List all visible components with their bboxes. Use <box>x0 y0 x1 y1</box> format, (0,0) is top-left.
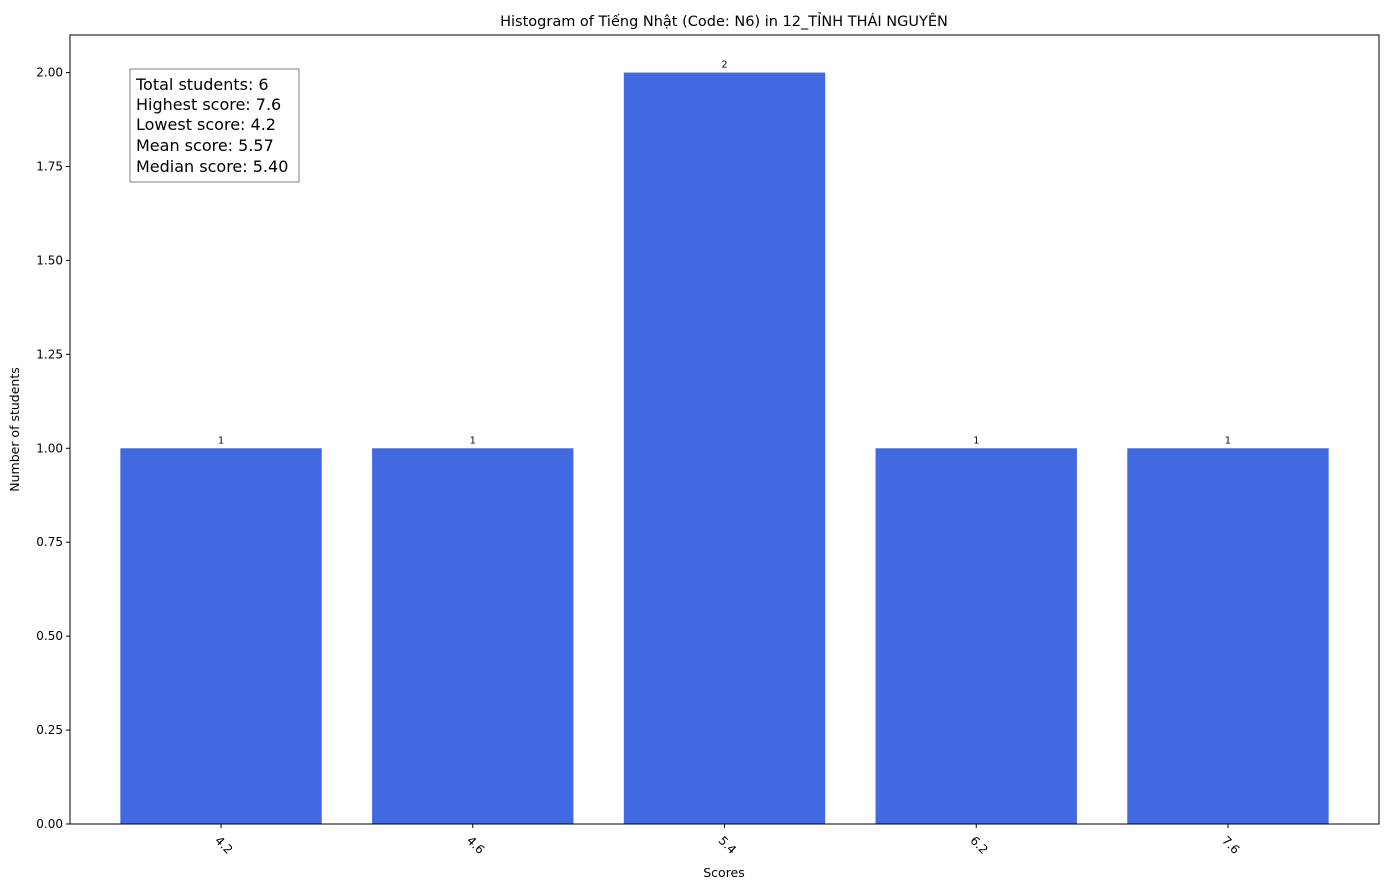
bar-7.6 <box>1127 448 1329 824</box>
bar-value-label-4.2: 1 <box>218 435 224 446</box>
stats-box: Total students: 6 Highest score: 7.6 Low… <box>129 68 300 183</box>
bar-5.4 <box>623 72 826 824</box>
bar-value-label-4.6: 1 <box>470 435 476 446</box>
y-tick-label: 0.25 <box>36 723 63 737</box>
stats-lowest-score: Lowest score: 4.2 <box>136 115 276 134</box>
y-tick-label: 0.00 <box>36 817 63 831</box>
bar-value-label-7.6: 1 <box>1225 435 1231 446</box>
y-tick-label: 1.25 <box>36 347 63 361</box>
bar-labels-layer: 1 1 2 1 1 <box>218 60 1231 447</box>
stats-total-students: Total students: 6 <box>135 75 269 94</box>
stats-mean-score: Mean score: 5.57 <box>136 136 274 155</box>
bar-value-label-5.4: 2 <box>721 60 727 71</box>
stats-box-frame <box>129 68 300 183</box>
x-axis-label: Scores <box>703 865 745 880</box>
bars-layer <box>120 72 1329 824</box>
bar-value-label-6.2: 1 <box>973 435 979 446</box>
y-tick-label: 1.50 <box>36 253 63 267</box>
bar-4.6 <box>372 448 574 824</box>
stats-median-score: Median score: 5.40 <box>136 157 288 176</box>
y-tick-label: 1.75 <box>36 160 63 174</box>
bar-6.2 <box>875 448 1077 824</box>
y-axis-label: Number of students <box>7 367 22 492</box>
y-tick-label: 0.50 <box>36 629 63 643</box>
y-axis: 0.00 0.25 0.50 0.75 1.00 1.25 1.50 1.75 2.00 <box>36 66 70 831</box>
stats-highest-score: Highest score: 7.6 <box>136 95 281 114</box>
y-tick-label: 2.00 <box>36 66 63 80</box>
bar-4.2 <box>120 448 322 824</box>
y-tick-label: 1.00 <box>36 441 63 455</box>
chart-title: Histogram of Tiếng Nhật (Code: N6) in 12… <box>500 12 948 30</box>
y-tick-label: 0.75 <box>36 535 63 549</box>
